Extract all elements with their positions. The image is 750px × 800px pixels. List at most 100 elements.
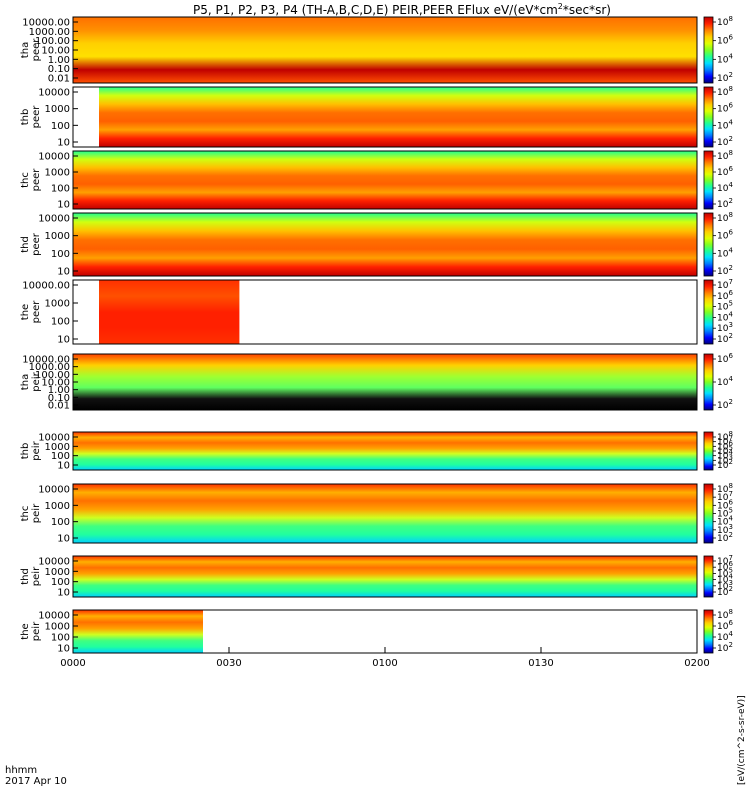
colorbar-tick-label: 104 <box>717 181 733 194</box>
colorbar-tick-label: 102 <box>717 458 733 471</box>
colorbar-tick-label: 106 <box>717 34 733 47</box>
y-tick-label: 10 <box>57 335 70 346</box>
colorbar-tick-label: 102 <box>717 332 733 345</box>
spectrogram-tha-peer <box>73 17 697 83</box>
y-tick-label: 10000.00 <box>22 18 70 29</box>
y-tick-label: 10 <box>57 588 70 599</box>
panel-label: thepeir <box>20 621 42 641</box>
spectrogram-thc-peir <box>73 484 697 543</box>
colorbar-tick-label: 104 <box>717 310 733 323</box>
y-tick-label: 1000.00 <box>29 362 70 373</box>
colorbar-tick-label: 102 <box>717 135 733 148</box>
y-tick-label: 10.00 <box>41 46 70 57</box>
plot-frame <box>72 431 698 471</box>
colorbar-tick-label: 102 <box>717 197 733 210</box>
y-tick-label: 100 <box>51 317 70 328</box>
y-tick-label: 10000 <box>38 485 70 496</box>
colorbar-tick-label: 105 <box>717 566 733 579</box>
y-tick-label: 100 <box>51 249 70 260</box>
y-tick-label: 10.00 <box>41 378 70 389</box>
y-tick-label: 10000 <box>38 557 70 568</box>
y-tick-label: 100 <box>51 184 70 195</box>
y-tick-label: 1000 <box>45 567 70 578</box>
y-tick-label: 100 <box>51 451 70 462</box>
spectrogram-thc-peer <box>73 151 697 209</box>
panel-label: thepeer <box>20 300 42 324</box>
x-tick-label: 0130 <box>528 658 553 669</box>
colorbar-tick-label: 107 <box>717 554 733 567</box>
y-tick-label: 0.01 <box>48 401 70 412</box>
colorbar-tick-label: 104 <box>717 118 733 131</box>
y-tick-label: 10000 <box>38 214 70 225</box>
panel-label: thbpeer <box>20 105 42 129</box>
y-tick-label: 1000 <box>45 501 70 512</box>
colorbar <box>703 483 714 544</box>
colorbar-tick-label: 107 <box>717 490 733 503</box>
panel-label: thapeir <box>20 371 42 391</box>
colorbar-tick-label: 103 <box>717 579 733 592</box>
colorbar-tick-label: 104 <box>717 375 733 388</box>
y-tick-label: 10000 <box>38 433 70 444</box>
colorbar-tick-label: 108 <box>717 482 733 495</box>
colorbar-tick-label: 104 <box>717 52 733 65</box>
panel-thc-peir: 10000 1000 100 10 thcpeir 1081071061051041031… <box>20 482 733 545</box>
y-tick-label: 10000 <box>38 611 70 622</box>
y-tick-label: 100 <box>51 121 70 132</box>
colorbar-tick-label: 105 <box>717 300 733 313</box>
colorbar-tick-label: 104 <box>717 515 733 528</box>
plot-frame <box>72 483 698 544</box>
colorbar <box>703 555 714 598</box>
colorbar-tick-label: 106 <box>717 289 733 302</box>
colorbar <box>703 609 714 654</box>
y-tick-label: 10 <box>57 200 70 211</box>
colorbar <box>703 431 714 471</box>
y-tick-label: 100 <box>51 633 70 644</box>
y-tick-label: 1.00 <box>48 55 70 66</box>
colorbar-tick-label: 104 <box>717 246 733 259</box>
colorbar-title: [eV/(cm^2-s-sr-eV)] <box>737 695 747 785</box>
colorbar-tick-label: 108 <box>717 608 733 621</box>
y-tick-label: 10 <box>57 534 70 545</box>
y-tick-label: 0.01 <box>48 74 70 85</box>
colorbar-tick-label: 106 <box>717 102 733 115</box>
colorbar-tick-label: 102 <box>717 641 733 654</box>
plot-frame <box>72 150 698 210</box>
colorbar-tick-label: 102 <box>717 531 733 544</box>
colorbar-tick-label: 108 <box>717 149 733 162</box>
panel-thc-peer: 10000 1000 100 10 thcpeer 108 106 104 102 <box>20 149 733 211</box>
panel-label: thdpeer <box>20 232 42 256</box>
spectrogram-thd-peir <box>73 556 697 597</box>
x-time-label: hhmm <box>5 765 37 776</box>
colorbar-tick-label: 104 <box>717 630 733 643</box>
spectrogram-thd-peer <box>73 213 697 276</box>
y-tick-label: 10000 <box>38 88 70 99</box>
colorbar-tick-label: 106 <box>717 165 733 178</box>
colorbar-tick-label: 103 <box>717 321 733 334</box>
colorbar-tick-label: 108 <box>717 85 733 98</box>
colorbar <box>703 150 714 210</box>
panel-label: thapeer <box>20 38 42 62</box>
y-tick-label: 1000.00 <box>29 27 70 38</box>
y-tick-label: 10 <box>57 461 70 472</box>
x-tick-label: 0030 <box>216 658 241 669</box>
colorbar-tick-label: 106 <box>717 498 733 511</box>
plot-frame <box>72 212 698 277</box>
x-date-label: 2017 Apr 10 <box>5 776 67 787</box>
chart-title: P5, P1, P2, P3, P4 (TH-A,B,C,D,E) PEIR,P… <box>193 2 611 17</box>
y-tick-label: 100 <box>51 517 70 528</box>
colorbar-tick-label: 102 <box>717 71 733 84</box>
colorbar-tick-label: 103 <box>717 453 733 466</box>
colorbar-tick-label: 107 <box>717 435 733 448</box>
y-tick-label: 100 <box>51 577 70 588</box>
plot-frame <box>72 279 698 345</box>
colorbar <box>703 353 714 411</box>
y-tick-label: 10000.00 <box>22 281 70 292</box>
colorbar <box>703 279 714 345</box>
y-tick-label: 1000 <box>45 442 70 453</box>
y-tick-label: 100.00 <box>35 370 70 381</box>
panel-label: thdpeir <box>20 566 42 586</box>
panel-label: thbpeir <box>20 440 42 460</box>
y-tick-label: 1000 <box>45 231 70 242</box>
